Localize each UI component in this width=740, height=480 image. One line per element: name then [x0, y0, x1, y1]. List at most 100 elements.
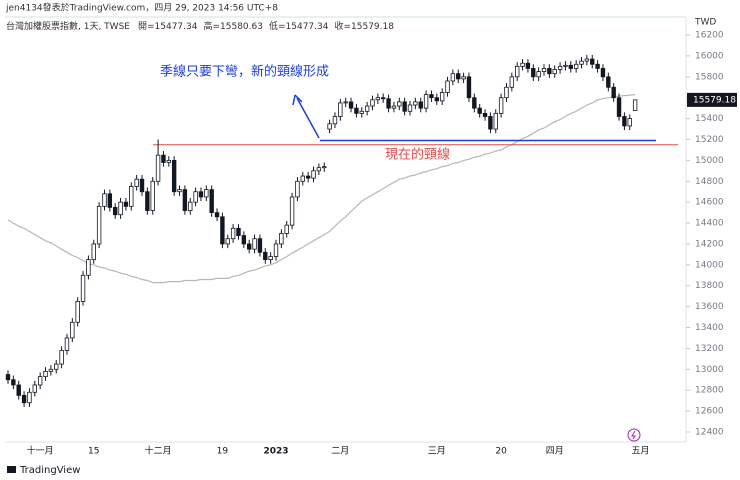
candle-body [182, 189, 188, 211]
candle-body [204, 189, 209, 198]
candle-body [139, 178, 145, 193]
candle-body [498, 97, 504, 114]
x-tick-label: 十一月 [27, 445, 54, 457]
ohlc-value: 15477.34 [286, 22, 329, 32]
candle-body [525, 62, 531, 69]
candle-body [37, 376, 43, 386]
candle-body [439, 92, 445, 102]
candle-body [343, 101, 348, 104]
candle-body [547, 68, 552, 75]
candle-body [364, 105, 370, 112]
candle-body [252, 238, 257, 250]
candle-body [627, 118, 632, 127]
candle-body [632, 99, 638, 111]
candle-body [456, 73, 461, 80]
candle-body [311, 170, 316, 179]
candle-body [54, 363, 59, 370]
candle-body [246, 243, 252, 250]
candle-body [322, 166, 327, 169]
y-tick-label: 13400 [695, 323, 724, 333]
y-tick-label: 13200 [695, 344, 724, 354]
candle-body [48, 368, 54, 372]
candle-body [584, 58, 590, 62]
candle-body [75, 300, 80, 323]
x-tick-label: 三月 [428, 446, 446, 457]
ohlc-label: 收= [334, 20, 351, 32]
x-tick-label: 四月 [546, 446, 564, 457]
y-tick-label: 16000 [695, 51, 724, 61]
y-tick-label: 14800 [695, 177, 724, 187]
ohlc-label: 開= [138, 21, 155, 32]
y-tick-label: 12400 [695, 427, 724, 437]
candle-body [177, 189, 182, 193]
candle-body [402, 101, 407, 112]
candle-body [300, 175, 305, 182]
candle-body [64, 337, 70, 351]
candle-body [43, 370, 48, 378]
x-tick-label: 2023 [263, 447, 288, 457]
price-tag [687, 92, 737, 107]
lightning-icon [627, 428, 641, 442]
ohlc-label: 高= [203, 20, 220, 32]
y-tick-label: 15400 [695, 114, 724, 124]
candle-body [391, 105, 397, 109]
x-tick-label: 19 [217, 447, 229, 457]
candle-body [595, 63, 600, 69]
y-tick-label: 13000 [695, 365, 724, 375]
candle-body [161, 154, 166, 163]
candle-body [606, 76, 611, 88]
y-tick-label: 12600 [695, 407, 724, 417]
candle-body [107, 193, 113, 208]
y-tick-label: 14600 [695, 198, 724, 208]
logo: TradingView [7, 465, 80, 476]
moving-average [7, 94, 636, 284]
candle-body [241, 235, 247, 245]
candle-body [450, 73, 456, 82]
logo-text: TradingView [19, 465, 80, 476]
y-tick-label: 14000 [695, 260, 724, 270]
candle-body [600, 68, 606, 78]
candle-body [557, 65, 563, 70]
candle-body [332, 116, 338, 125]
candle-body [563, 64, 568, 67]
y-tick-label: 14200 [695, 239, 724, 249]
candle-body [552, 69, 557, 75]
x-tick-label: 20 [495, 447, 507, 457]
y-tick-label: 16200 [695, 31, 724, 41]
y-tick-label: 15000 [695, 156, 724, 166]
candle-body [386, 98, 391, 109]
candle-body [171, 159, 177, 193]
candle-body [477, 107, 482, 114]
candle-body [268, 256, 273, 261]
logo-icon [7, 466, 16, 473]
candle-body [123, 201, 129, 207]
candle-body [289, 196, 295, 226]
candle-body [236, 227, 241, 236]
candle-body [279, 233, 284, 245]
candle-body [150, 180, 155, 211]
author-line: jen4134發表於TradingView.com，四月 29, 2023 14… [5, 2, 278, 14]
candle-body [429, 94, 434, 99]
candle-body [579, 60, 584, 65]
candle-body [515, 65, 520, 78]
candle-body [338, 102, 343, 117]
candle-body [70, 321, 75, 339]
currency: TWD [694, 18, 716, 28]
candle-body [220, 216, 225, 245]
icon-ring [627, 428, 641, 442]
candle-body [423, 94, 429, 109]
candle-body [91, 243, 96, 261]
candle-body [445, 80, 450, 93]
candle-body [316, 167, 322, 172]
candle-body [21, 395, 27, 404]
x-tick-label: 二月 [331, 446, 349, 457]
candle-body [488, 116, 493, 130]
y-tick-label: 14400 [695, 219, 724, 229]
candle-body [16, 384, 21, 396]
candle-body [198, 191, 204, 198]
candle-body [590, 58, 595, 65]
candle-body [113, 206, 118, 216]
candle-body [531, 68, 536, 78]
